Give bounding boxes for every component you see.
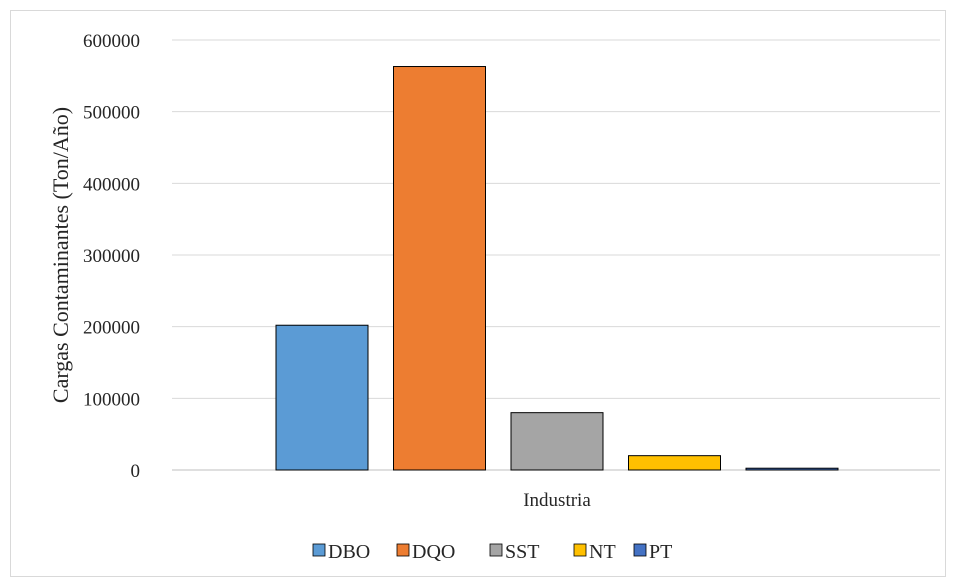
y-tick-label: 500000 — [83, 103, 140, 124]
y-tick-label: 600000 — [83, 31, 140, 52]
legend-item-pt: PT — [633, 541, 672, 563]
legend-label: DQO — [412, 541, 455, 563]
legend-item-dbo: DBO — [312, 541, 370, 563]
bar-sst — [510, 412, 604, 471]
bar-dbo — [275, 324, 369, 471]
bar-pt — [745, 467, 839, 471]
legend-item-sst: SST — [489, 541, 539, 563]
y-tick-label: 200000 — [83, 318, 140, 339]
y-tick-label: 0 — [131, 461, 141, 482]
bar-dqo — [393, 66, 486, 471]
legend: DBO DQO SST NT PT — [312, 541, 672, 563]
bars — [275, 66, 839, 471]
y-axis-title: Cargas Contaminantes (Ton/Año) — [48, 107, 73, 403]
chart-frame — [10, 10, 946, 577]
y-tick-label: 100000 — [83, 389, 140, 410]
y-tick-labels: 0 100000 200000 300000 400000 500000 600000 — [83, 31, 140, 482]
legend-item-nt: NT — [573, 541, 616, 563]
legend-label: DBO — [328, 541, 370, 563]
legend-label: NT — [589, 541, 616, 563]
legend-swatch — [396, 543, 410, 557]
bar-nt — [628, 455, 721, 471]
legend-swatch — [489, 543, 503, 557]
y-tick-label: 300000 — [83, 246, 140, 267]
legend-label: SST — [505, 541, 539, 563]
legend-label: PT — [649, 541, 672, 563]
legend-swatch — [573, 543, 587, 557]
legend-swatch — [312, 543, 326, 557]
legend-swatch — [633, 543, 647, 557]
legend-item-dqo: DQO — [396, 541, 455, 563]
category-label: Industria — [523, 490, 591, 511]
y-tick-label: 400000 — [83, 174, 140, 195]
